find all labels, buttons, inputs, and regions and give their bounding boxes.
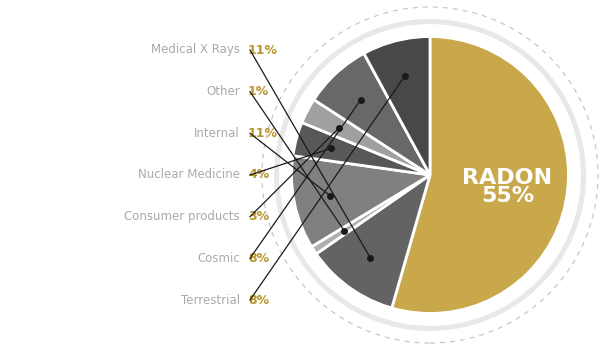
Wedge shape xyxy=(309,175,430,256)
Text: Nuclear Medicine: Nuclear Medicine xyxy=(138,168,240,182)
Text: Cosmic: Cosmic xyxy=(197,252,240,265)
Text: RADON: RADON xyxy=(462,168,553,188)
Wedge shape xyxy=(314,175,430,312)
Text: 55%: 55% xyxy=(481,186,534,206)
Wedge shape xyxy=(311,50,430,175)
Text: Terrestrial: Terrestrial xyxy=(181,294,240,307)
Text: 3%: 3% xyxy=(248,210,269,223)
Text: Internal: Internal xyxy=(194,127,240,140)
Circle shape xyxy=(288,33,572,317)
Text: 11%: 11% xyxy=(248,43,278,56)
Text: Consumer products: Consumer products xyxy=(124,210,240,223)
Text: 4%: 4% xyxy=(248,168,269,182)
Text: 1%: 1% xyxy=(248,85,269,98)
Text: Other: Other xyxy=(206,85,240,98)
Wedge shape xyxy=(362,33,430,175)
Text: 11%: 11% xyxy=(248,127,278,140)
Wedge shape xyxy=(289,121,430,175)
Wedge shape xyxy=(288,155,430,248)
Wedge shape xyxy=(299,98,430,175)
Text: Medical X Rays: Medical X Rays xyxy=(151,43,240,56)
Wedge shape xyxy=(391,33,572,317)
Text: 8%: 8% xyxy=(248,294,269,307)
Circle shape xyxy=(274,19,586,331)
Text: 8%: 8% xyxy=(248,252,269,265)
